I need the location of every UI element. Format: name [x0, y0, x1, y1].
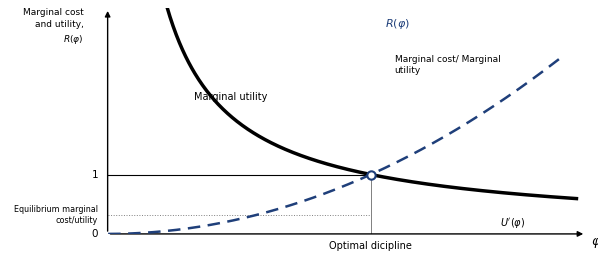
Text: 1: 1	[91, 169, 98, 180]
Text: $\varphi$: $\varphi$	[591, 236, 598, 250]
Text: Marginal utility: Marginal utility	[194, 92, 267, 102]
Text: Marginal cost/ Marginal
utility: Marginal cost/ Marginal utility	[395, 55, 501, 75]
Text: Marginal cost
and utility,
$R(\varphi)$: Marginal cost and utility, $R(\varphi)$	[23, 8, 84, 46]
Text: Optimal dicipline: Optimal dicipline	[329, 241, 412, 251]
Text: $R(\varphi)$: $R(\varphi)$	[385, 17, 410, 31]
Text: $U'(\varphi)$: $U'(\varphi)$	[500, 216, 525, 230]
Text: 0: 0	[91, 229, 98, 239]
Text: Equilibrium marginal
cost/utility: Equilibrium marginal cost/utility	[14, 205, 98, 225]
